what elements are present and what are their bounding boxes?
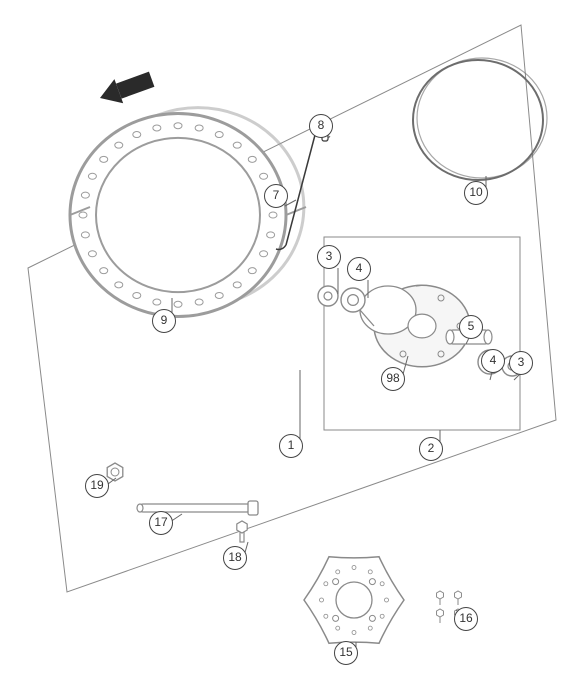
callout-15: 15 [334, 641, 358, 665]
callout-19: 19 [85, 474, 109, 498]
parts-diagram-stage: 123344578910151617181998 [0, 0, 579, 688]
callout-7: 7 [264, 184, 288, 208]
callout-10: 10 [464, 181, 488, 205]
callout-5: 5 [459, 315, 483, 339]
callout-2: 2 [419, 437, 443, 461]
diagram-svg [0, 0, 579, 688]
callout-17: 17 [149, 511, 173, 535]
callout-4: 4 [481, 349, 505, 373]
callout-1: 1 [279, 434, 303, 458]
callout-3: 3 [317, 245, 341, 269]
callout-9: 9 [152, 309, 176, 333]
callout-98: 98 [381, 367, 405, 391]
callout-16: 16 [454, 607, 478, 631]
callout-4: 4 [347, 257, 371, 281]
callout-18: 18 [223, 546, 247, 570]
callout-8: 8 [309, 114, 333, 138]
callout-3: 3 [509, 351, 533, 375]
